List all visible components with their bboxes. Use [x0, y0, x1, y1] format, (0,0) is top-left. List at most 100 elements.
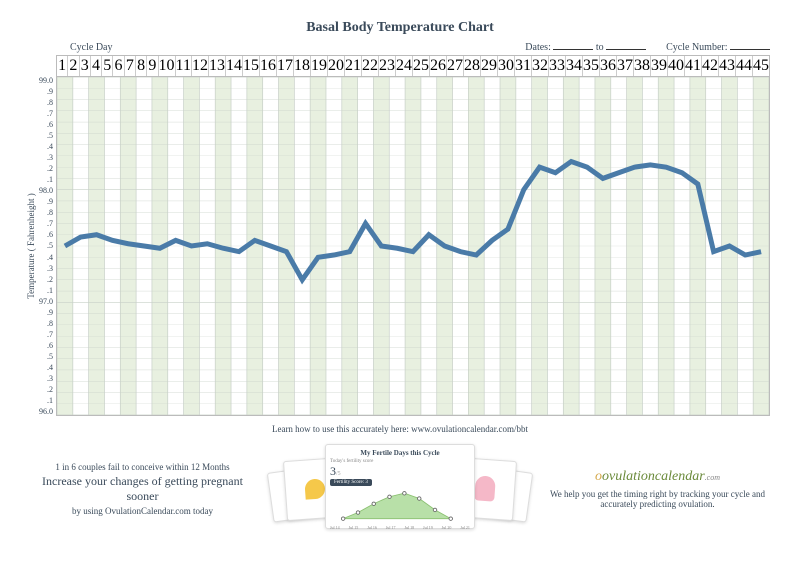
ytick: .4 — [30, 142, 53, 151]
baby-icon — [474, 475, 496, 501]
ytick: .2 — [30, 164, 53, 173]
xtick: 7 — [125, 56, 136, 76]
xtick: 16 — [260, 56, 277, 76]
xtick: 30 — [498, 56, 515, 76]
ytick: .1 — [30, 396, 53, 405]
ytick: .6 — [30, 120, 53, 129]
xtick: 25 — [413, 56, 430, 76]
xtick: 44 — [736, 56, 753, 76]
xtick: 8 — [136, 56, 147, 76]
mini-dates: Jul 14Jul 15Jul 16Jul 17Jul 18Jul 19Jul … — [330, 525, 470, 530]
xtick: 4 — [91, 56, 102, 76]
xtick: 42 — [702, 56, 719, 76]
xtick: 39 — [651, 56, 668, 76]
dates-to-blank[interactable] — [606, 40, 646, 50]
xtick: 36 — [600, 56, 617, 76]
chart-title: Basal Body Temperature Chart — [30, 20, 770, 36]
flower-icon — [304, 478, 325, 499]
xtick: 43 — [719, 56, 736, 76]
xtick: 17 — [277, 56, 294, 76]
footer-link: Learn how to use this accurately here: w… — [30, 424, 770, 434]
dates-field: Dates: to — [525, 40, 646, 53]
page: Basal Body Temperature Chart Cycle Day D… — [0, 0, 800, 587]
ytick: .8 — [30, 98, 53, 107]
ytick: .2 — [30, 385, 53, 394]
xtick: 45 — [753, 56, 769, 76]
xaxis-ticks: 1234567891011121314151617181920212223242… — [56, 55, 770, 76]
xtick: 40 — [668, 56, 685, 76]
xtick: 9 — [147, 56, 158, 76]
xtick: 33 — [549, 56, 566, 76]
xtick: 37 — [617, 56, 634, 76]
xtick: 23 — [379, 56, 396, 76]
ytick: .9 — [30, 308, 53, 317]
mini-score: 3/5 — [330, 464, 470, 479]
ytick: .4 — [30, 363, 53, 372]
promo-left-line3: by using OvulationCalendar.com today — [30, 506, 255, 516]
cycle-number-blank[interactable] — [730, 40, 770, 50]
xtick: 3 — [80, 56, 91, 76]
ytick: .8 — [30, 319, 53, 328]
xtick: 32 — [532, 56, 549, 76]
ytick: .3 — [30, 153, 53, 162]
chart-svg — [57, 77, 769, 415]
promo-left: 1 in 6 couples fail to conceive within 1… — [30, 462, 255, 516]
xtick: 26 — [430, 56, 447, 76]
promo-right-text: We help you get the timing right by trac… — [545, 489, 770, 509]
xtick: 24 — [396, 56, 413, 76]
promo-left-line1: 1 in 6 couples fail to conceive within 1… — [30, 462, 255, 472]
xtick: 22 — [362, 56, 379, 76]
cycle-day-label: Cycle Day — [70, 42, 113, 53]
ytick: .5 — [30, 131, 53, 140]
xtick: 28 — [464, 56, 481, 76]
mini-chart — [330, 488, 470, 523]
header-row: Cycle Day Dates: to Cycle Number: — [30, 40, 770, 53]
xtick: 27 — [447, 56, 464, 76]
ytick: .3 — [30, 374, 53, 383]
xtick: 21 — [345, 56, 362, 76]
xtick: 35 — [583, 56, 600, 76]
xtick: 13 — [209, 56, 226, 76]
ytick: .5 — [30, 352, 53, 361]
cycle-number-field: Cycle Number: — [666, 40, 770, 53]
ytick: .7 — [30, 330, 53, 339]
logo: oovulationcalendar.com — [545, 469, 770, 485]
xtick: 15 — [243, 56, 260, 76]
xtick: 11 — [176, 56, 192, 76]
chart-grid — [56, 76, 770, 416]
header-right: Dates: to Cycle Number: — [525, 40, 770, 53]
ytick: .1 — [30, 175, 53, 184]
xtick: 38 — [634, 56, 651, 76]
ytick: .6 — [30, 341, 53, 350]
xtick: 10 — [159, 56, 176, 76]
dates-label: Dates: — [525, 42, 551, 53]
ytick: 99.0 — [30, 76, 53, 85]
yaxis-label: Temperature ( Fahrenheight ) — [26, 193, 36, 299]
xtick: 5 — [102, 56, 113, 76]
dates-to: to — [596, 42, 604, 53]
xtick: 29 — [481, 56, 498, 76]
xtick: 31 — [515, 56, 532, 76]
xtick: 20 — [328, 56, 345, 76]
ytick: .7 — [30, 109, 53, 118]
xtick: 19 — [311, 56, 328, 76]
promo-row: 1 in 6 couples fail to conceive within 1… — [30, 444, 770, 534]
xtick: 6 — [113, 56, 124, 76]
mini-title: My Fertile Days this Cycle — [330, 449, 470, 457]
promo-right: oovulationcalendar.com We help you get t… — [545, 469, 770, 509]
mini-badge: Fertility Score: 3 — [330, 479, 372, 486]
xtick: 2 — [68, 56, 79, 76]
ytick: 96.0 — [30, 407, 53, 416]
chart-wrap: Temperature ( Fahrenheight ) 99.0.9.8.7.… — [30, 76, 770, 416]
xtick: 1 — [57, 56, 68, 76]
promo-center: My Fertile Days this Cycle Today's ferti… — [265, 444, 535, 534]
ytick: .9 — [30, 87, 53, 96]
xtick: 41 — [685, 56, 702, 76]
cycle-number-label: Cycle Number: — [666, 42, 727, 53]
xtick: 18 — [294, 56, 311, 76]
xtick: 12 — [192, 56, 209, 76]
dates-from-blank[interactable] — [553, 40, 593, 50]
promo-left-big: Increase your changes of getting pregnan… — [30, 474, 255, 504]
xtick: 34 — [566, 56, 583, 76]
mini-card-main: My Fertile Days this Cycle Today's ferti… — [325, 444, 475, 529]
